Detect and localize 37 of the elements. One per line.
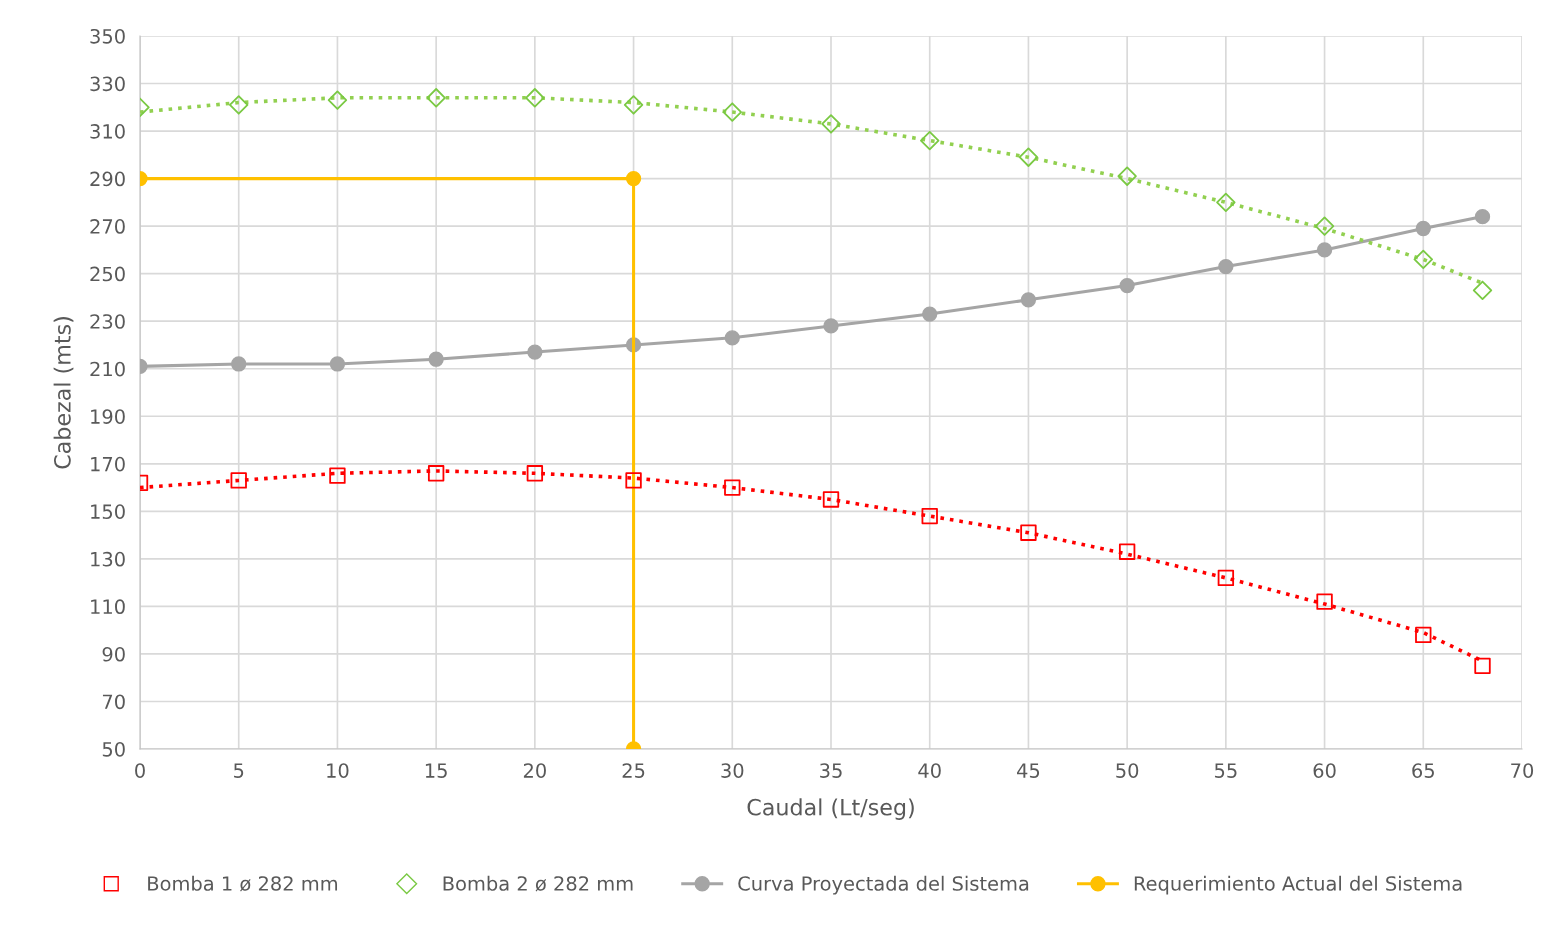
y-tick-label: 110: [91, 599, 125, 615]
y-tick-label: 130: [91, 551, 125, 567]
y-tick-label: 190: [91, 409, 125, 424]
x-tick-label: 0: [135, 763, 145, 778]
y-tick-label: 310: [90, 124, 125, 139]
x-tick-label: 10: [327, 763, 349, 778]
x-tick-label: 35: [820, 763, 842, 778]
legend-label: Bomba 2 ø 282 mm: [443, 875, 633, 892]
y-tick-label: 90: [102, 646, 125, 662]
x-tick-label: 20: [523, 763, 546, 778]
y-tick-label: 290: [90, 171, 125, 187]
y-axis-title: Cabezal (mts): [53, 317, 74, 469]
x-tick-label: 65: [1412, 763, 1434, 778]
x-axis-title: Caudal (Lt/seg): [747, 798, 914, 820]
y-tick-label: 70: [102, 694, 125, 710]
x-tick-label: 30: [721, 763, 744, 778]
x-tick-label: 50: [1116, 763, 1139, 778]
y-tick-label: 50: [102, 741, 125, 757]
legend-label: Bomba 1 ø 282 mm: [148, 875, 338, 892]
y-tick-label: 330: [90, 76, 125, 92]
x-tick-label: 55: [1214, 763, 1237, 778]
y-tick-label: 350: [90, 28, 125, 44]
x-tick-label: 40: [918, 763, 941, 778]
y-tick-label: 210: [90, 361, 125, 377]
x-tick-label: 15: [425, 763, 447, 778]
x-tick-label: 5: [234, 763, 244, 778]
x-tick-label: 60: [1313, 763, 1336, 778]
y-tick-label: 150: [91, 504, 125, 519]
y-tick-label: 270: [90, 219, 125, 234]
y-tick-label: 170: [91, 456, 125, 472]
y-tick-label: 230: [90, 314, 125, 329]
y-tick-label: 250: [90, 266, 125, 282]
legend-label: Requerimiento Actual del Sistema: [1134, 875, 1462, 895]
x-tick-label: 45: [1017, 763, 1040, 778]
x-tick-label: 25: [622, 763, 645, 778]
legend-label: Curva Proyectada del Sistema: [738, 875, 1029, 895]
x-tick-label: 70: [1511, 763, 1534, 778]
